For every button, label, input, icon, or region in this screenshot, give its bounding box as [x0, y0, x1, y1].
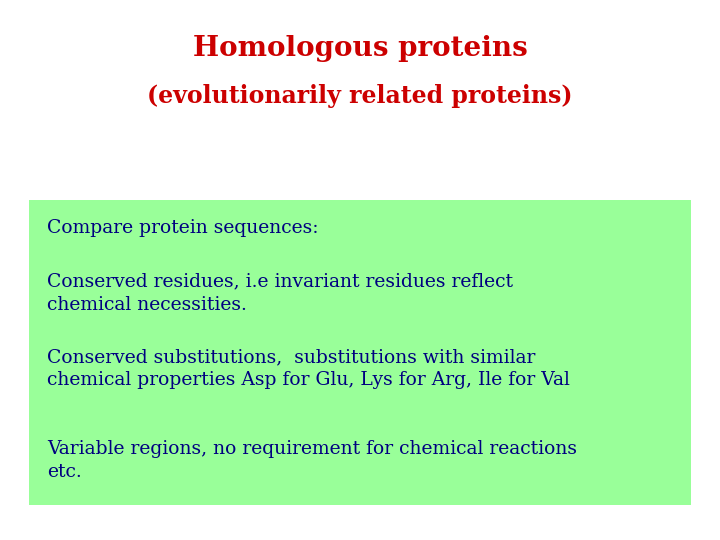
Text: Homologous proteins: Homologous proteins — [193, 35, 527, 62]
Text: Conserved substitutions,  substitutions with similar
chemical properties Asp for: Conserved substitutions, substitutions w… — [47, 348, 570, 389]
Text: Compare protein sequences:: Compare protein sequences: — [47, 219, 318, 237]
Text: Variable regions, no requirement for chemical reactions
etc.: Variable regions, no requirement for che… — [47, 440, 577, 481]
Text: Conserved residues, i.e invariant residues reflect
chemical necessities.: Conserved residues, i.e invariant residu… — [47, 273, 513, 314]
FancyBboxPatch shape — [29, 200, 691, 505]
Text: (evolutionarily related proteins): (evolutionarily related proteins) — [148, 84, 572, 107]
